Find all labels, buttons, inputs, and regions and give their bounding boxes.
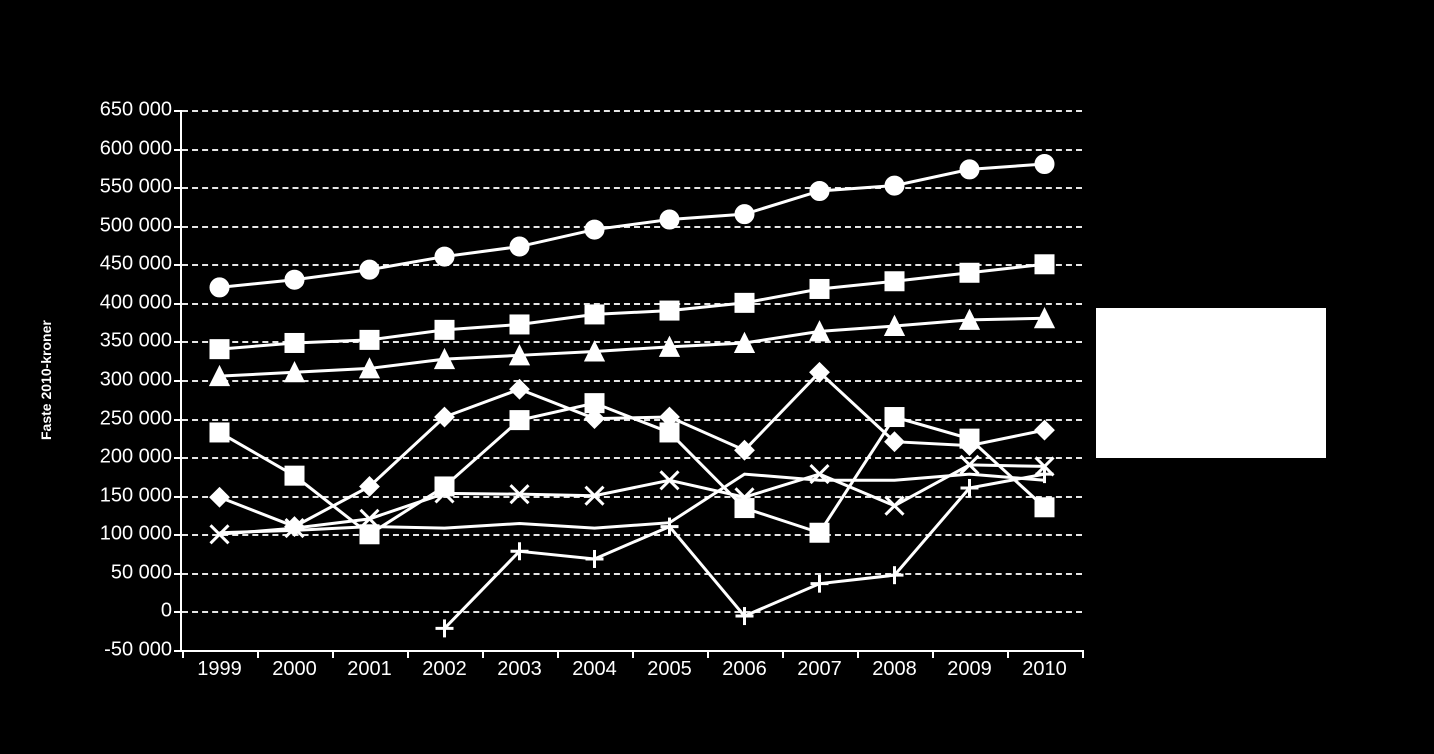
x-tick-label: 2004	[572, 650, 617, 681]
x-tick-label: 2001	[347, 650, 392, 681]
y-axis-title: Faste 2010-kroner	[38, 320, 54, 440]
y-tick-label: 0	[161, 600, 182, 623]
x-tick-label: 2003	[497, 650, 542, 681]
x-tick-label: 2002	[422, 650, 467, 681]
x-tick-label: 2010	[1022, 650, 1067, 681]
x-tick-label: 2008	[872, 650, 917, 681]
y-tick-label: 350 000	[100, 330, 182, 353]
y-tick-label: 50 000	[111, 561, 182, 584]
y-tick-label: 600 000	[100, 137, 182, 160]
y-tick-label: -50 000	[104, 639, 182, 662]
legend-box	[1096, 308, 1326, 458]
y-tick-label: 550 000	[100, 176, 182, 199]
y-tick-label: 400 000	[100, 291, 182, 314]
y-tick-label: 150 000	[100, 484, 182, 507]
x-tick-label: 2009	[947, 650, 992, 681]
y-tick-label: 500 000	[100, 214, 182, 237]
x-tick-label: 1999	[197, 650, 242, 681]
x-tick-label: 2006	[722, 650, 767, 681]
y-tick-label: 200 000	[100, 446, 182, 469]
y-tick-label: 650 000	[100, 99, 182, 122]
x-tick-label: 2000	[272, 650, 317, 681]
x-tick-label: 2007	[797, 650, 842, 681]
x-tick-label: 2005	[647, 650, 692, 681]
y-tick-label: 300 000	[100, 369, 182, 392]
y-tick-label: 250 000	[100, 407, 182, 430]
chart-container: Faste 2010-kroner -50 000050 000100 0001…	[0, 0, 1434, 754]
y-tick-label: 450 000	[100, 253, 182, 276]
plot-area: -50 000050 000100 000150 000200 000250 0…	[180, 110, 1082, 652]
y-tick-label: 100 000	[100, 523, 182, 546]
